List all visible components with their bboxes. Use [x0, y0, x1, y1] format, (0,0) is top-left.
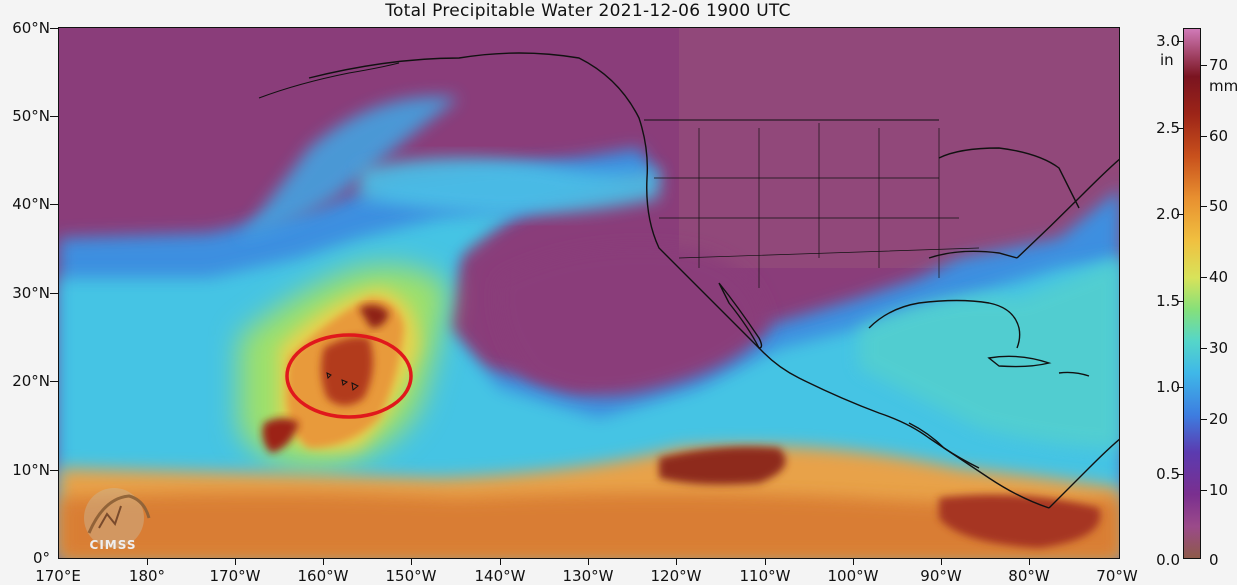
moisture-field — [59, 28, 1119, 558]
colorbar-in-10: 1.0 — [1156, 378, 1180, 396]
colorbar-mm-70: 70 — [1209, 56, 1229, 74]
lon-label-170e: 170°E — [35, 567, 81, 585]
lon-label-180: 180° — [128, 567, 166, 585]
lon-label-170w: 170°W — [209, 567, 261, 585]
colorbar-tick — [1201, 136, 1207, 137]
colorbar-tick — [1177, 214, 1183, 215]
colorbar-tick — [1177, 387, 1183, 388]
colorbar-mm-40: 40 — [1209, 268, 1229, 286]
colorbar-tick — [1201, 490, 1207, 491]
lon-label-140w: 140°W — [474, 567, 526, 585]
colorbar-tick — [1201, 419, 1207, 420]
colorbar-mm-30: 30 — [1209, 339, 1229, 357]
lon-tick — [765, 559, 766, 565]
colorbar-in-00: 0.0 — [1156, 551, 1180, 569]
colorbar-mm-60: 60 — [1209, 127, 1229, 145]
lon-label-160w: 160°W — [297, 567, 349, 585]
lat-tick — [50, 204, 58, 205]
colorbar-tick — [1201, 277, 1207, 278]
lat-label-40n: 40°N — [12, 195, 50, 213]
lon-tick — [676, 559, 677, 565]
colorbar — [1183, 28, 1201, 559]
lon-label-130w: 130°W — [562, 567, 614, 585]
colorbar-mm-50: 50 — [1209, 197, 1229, 215]
lon-tick — [853, 559, 854, 565]
lon-tick — [500, 559, 501, 565]
colorbar-tick — [1177, 474, 1183, 475]
lon-label-150w: 150°W — [385, 567, 437, 585]
colorbar-in-15: 1.5 — [1156, 292, 1180, 310]
lon-label-120w: 120°W — [650, 567, 702, 585]
lat-label-20n: 20°N — [12, 372, 50, 390]
colorbar-in-05: 0.5 — [1156, 465, 1180, 483]
lon-label-90w: 90°W — [920, 567, 962, 585]
lon-tick — [411, 559, 412, 565]
colorbar-unit-mm: mm — [1209, 77, 1237, 95]
precipitable-water-map — [58, 27, 1120, 559]
lat-label-30n: 30°N — [12, 284, 50, 302]
lat-tick — [50, 470, 58, 471]
coastline-north-america — [258, 52, 1119, 509]
colorbar-tick — [1177, 41, 1183, 42]
cimss-logo-graphic — [84, 488, 151, 548]
lat-label-50n: 50°N — [12, 107, 50, 125]
colorbar-tick — [1201, 65, 1207, 66]
colorbar-in-30: 3.0 — [1156, 32, 1180, 50]
colorbar-unit-in: in — [1160, 51, 1174, 69]
lon-label-70w: 70°W — [1096, 567, 1138, 585]
lon-tick — [941, 559, 942, 565]
colorbar-tick — [1201, 206, 1207, 207]
colorbar-mm-20: 20 — [1209, 410, 1229, 428]
lon-tick — [235, 559, 236, 565]
colorbar-in-20: 2.0 — [1156, 205, 1180, 223]
lat-label-0: 0° — [32, 549, 50, 567]
lon-tick — [323, 559, 324, 565]
colorbar-mm-10: 10 — [1209, 481, 1229, 499]
lon-label-100w: 100°W — [827, 567, 879, 585]
cimss-logo-text: CIMSS — [89, 538, 137, 552]
cimss-logo: CIMSS — [62, 488, 162, 556]
lon-label-80w: 80°W — [1008, 567, 1050, 585]
lat-tick — [50, 381, 58, 382]
lat-tick — [50, 293, 58, 294]
colorbar-tick — [1201, 348, 1207, 349]
colorbar-mm-0: 0 — [1209, 551, 1219, 569]
lat-tick — [50, 28, 58, 29]
lon-tick — [588, 559, 589, 565]
lat-label-60n: 60°N — [12, 19, 50, 37]
colorbar-tick — [1177, 128, 1183, 129]
lat-label-10n: 10°N — [12, 461, 50, 479]
lat-tick — [50, 116, 58, 117]
colorbar-tick — [1177, 301, 1183, 302]
lon-tick — [147, 559, 148, 565]
lon-tick — [1029, 559, 1030, 565]
map-title: Total Precipitable Water 2021-12-06 1900… — [385, 1, 791, 21]
colorbar-in-25: 2.5 — [1156, 119, 1180, 137]
lon-label-110w: 110°W — [739, 567, 791, 585]
